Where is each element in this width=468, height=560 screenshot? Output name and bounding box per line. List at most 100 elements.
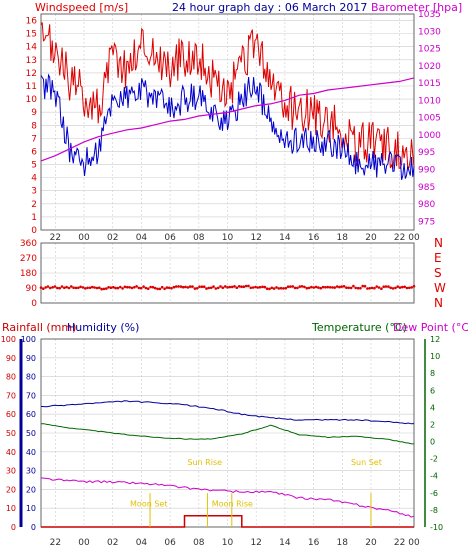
direction-point [352, 284, 355, 288]
humidity-tick-label: 10 [26, 504, 36, 513]
direction-point [98, 286, 101, 290]
rainfall-tick-label: 10 [6, 504, 16, 513]
astro-label: Sun Rise [187, 458, 222, 467]
direction-point [142, 285, 145, 288]
direction-point [389, 286, 393, 290]
barometer-tick-label: 1000 [418, 131, 441, 141]
direction-point [247, 284, 250, 288]
direction-point [403, 285, 407, 289]
direction-point [268, 287, 271, 291]
temperature-tick-label: -4 [430, 472, 438, 481]
direction-point [156, 287, 159, 291]
direction-point [186, 286, 190, 289]
time-tick-label: 06 [164, 538, 176, 548]
direction-point [51, 286, 54, 289]
compass-label: N [434, 236, 443, 250]
direction-point [116, 286, 120, 290]
time-tick-label: 22 [394, 538, 405, 548]
direction-point [342, 285, 346, 288]
direction-point [188, 285, 192, 288]
time-tick-label: 12 [250, 233, 261, 243]
direction-point [130, 286, 134, 290]
direction-point [261, 285, 264, 289]
wind-tick-label: 12 [26, 69, 37, 79]
direction-point [356, 286, 360, 290]
humidity-tick-label: 60 [26, 410, 36, 419]
direction-point [354, 286, 358, 290]
time-tick-label: 16 [308, 233, 320, 243]
barometer-tick-label: 1030 [418, 27, 441, 37]
direction-point [368, 287, 372, 290]
direction-point [200, 285, 204, 289]
direction-point [79, 285, 82, 289]
temperature-tick-label: 10 [430, 352, 440, 361]
rainfall-line [41, 514, 414, 528]
time-tick-label: 00 [408, 233, 420, 243]
time-tick-label: 12 [250, 538, 261, 548]
direction-point [135, 285, 138, 288]
wind-tick-label: 7 [31, 134, 37, 144]
wind-tick-label: 1 [31, 213, 37, 223]
barometer-y-axis-title: Barometer [hpa] [371, 1, 462, 14]
wind-tick-label: 5 [31, 161, 37, 171]
wind-tick-label: 6 [31, 147, 37, 157]
direction-point [349, 286, 353, 290]
direction-point [209, 286, 213, 290]
page-title: 24 hour graph day : 06 March 2017 [172, 1, 367, 14]
direction-point [244, 284, 248, 288]
direction-point [149, 285, 152, 289]
barometer-tick-label: 985 [418, 183, 435, 193]
humidity-tick-label: 70 [26, 391, 36, 400]
direction-point [256, 286, 260, 289]
wind-tick-label: 14 [26, 43, 38, 53]
time-tick-label: 02 [107, 233, 118, 243]
astro-label: Sun Set [351, 458, 382, 467]
time-tick-label: 08 [193, 538, 205, 548]
direction-point [335, 285, 339, 288]
humidity-axis-title: Humidity (%) [67, 321, 139, 334]
humidity-tick-label: 0 [31, 523, 36, 532]
direction-point [221, 286, 225, 290]
direction-point [107, 286, 110, 289]
barometer-tick-label: 1015 [418, 79, 441, 89]
direction-point [338, 285, 341, 289]
wind-tick-label: 10 [26, 95, 38, 105]
temperature-tick-label: 0 [430, 438, 435, 447]
direction-point [286, 285, 290, 289]
direction-point [272, 287, 276, 290]
time-tick-label: 00 [78, 538, 90, 548]
direction-point [198, 285, 201, 289]
temperature-line [41, 423, 415, 445]
temperature-axis-title: Temperature (°C) [311, 321, 407, 334]
dewpoint-line [40, 477, 415, 518]
barometer-tick-label: 995 [418, 148, 435, 158]
direction-point [270, 286, 274, 290]
series-layer [39, 22, 416, 528]
wind-tick-label: 11 [26, 82, 37, 92]
rainfall-tick-label: 90 [6, 354, 16, 363]
rainfall-tick-label: 60 [6, 410, 16, 419]
time-tick-label: 04 [136, 538, 148, 548]
panel-frame [40, 242, 415, 304]
time-tick-label: 18 [337, 233, 349, 243]
direction-point [410, 286, 414, 289]
direction-point [172, 285, 176, 289]
direction-point [53, 285, 57, 288]
direction-point [249, 286, 253, 290]
direction-point [254, 285, 257, 289]
direction-point [160, 285, 164, 289]
compass-label: W [434, 281, 446, 295]
time-tick-label: 04 [136, 233, 148, 243]
direction-point [121, 287, 124, 290]
direction-point [382, 285, 386, 289]
direction-point [373, 286, 376, 290]
barometer-tick-label: 975 [418, 217, 435, 227]
time-tick-label: 20 [365, 233, 377, 243]
direction-point [170, 287, 173, 290]
direction-tick-label: 360 [20, 239, 37, 249]
barometer-tick-label: 1025 [418, 45, 441, 55]
direction-point [128, 286, 131, 289]
time-tick-label: 18 [337, 538, 349, 548]
direction-point [265, 287, 269, 291]
direction-point [49, 286, 52, 290]
